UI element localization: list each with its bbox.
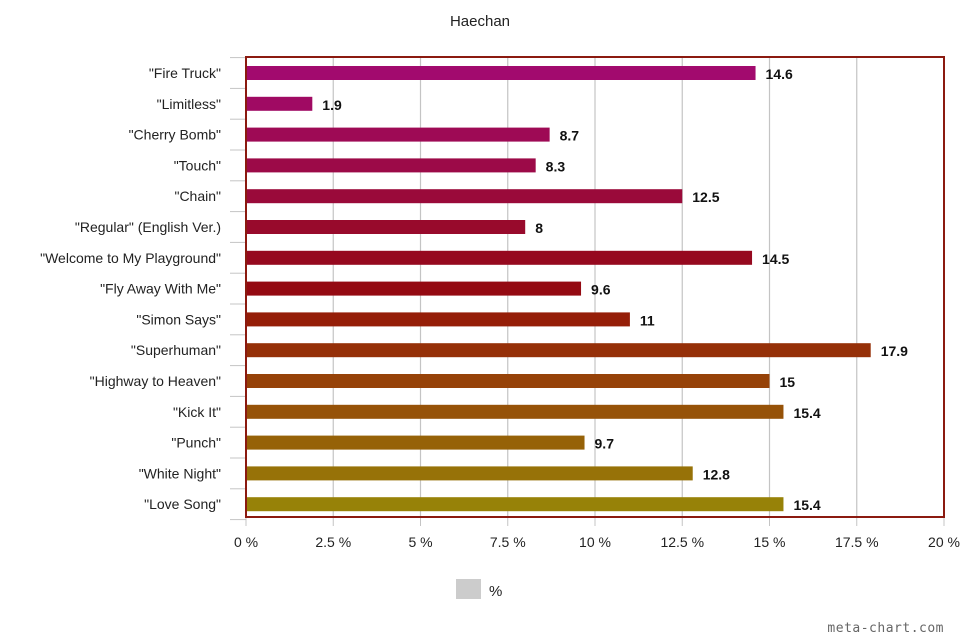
bar [246,250,753,265]
category-label: "Punch" [171,435,221,451]
bar [246,66,756,80]
legend-label: % [489,583,502,600]
category-label: "Fire Truck" [149,65,221,81]
category-label: "Love Song" [144,496,221,512]
legend-swatch [456,579,481,599]
category-labels: "Fire Truck" "Limitless" "Cherry Bomb" "Tou… [40,65,221,512]
bar [246,281,582,296]
value-label: 15.4 [793,405,820,421]
value-label: 14.6 [766,66,793,82]
watermark: meta-chart.com [827,621,944,636]
x-tick-label: 17.5 % [835,534,879,550]
value-label: 12.8 [703,466,730,482]
category-label: "Limitless" [157,96,221,112]
value-label: 11 [640,312,655,328]
value-label: 12.5 [692,189,719,205]
value-label: 8 [535,220,543,236]
x-axis-tick-labels: 0 % 2.5 % 5 % 7.5 % 10 % 12.5 % 15 % 17.5 % 20 % [234,534,960,550]
x-tick-label: 10 % [579,534,611,550]
x-tick-label: 7.5 % [490,534,526,550]
value-label: 15.4 [793,497,820,513]
value-label: 8.7 [560,128,580,144]
category-label: "Chain" [174,188,221,204]
x-tick-label: 5 % [408,534,432,550]
bar [246,343,871,358]
value-label: 9.6 [591,282,611,298]
value-label: 9.7 [595,436,615,452]
bar [246,96,313,111]
category-label: "Fly Away With Me" [100,281,221,297]
bar [246,220,526,234]
bar [246,158,536,173]
bars [246,66,871,512]
bar [246,312,630,327]
bar [246,435,585,450]
plot-frame [245,56,945,518]
value-labels: 14.6 1.9 8.7 8.3 12.5 8 14.5 9.6 11 17.9 15 15.4 9.7… [322,66,908,513]
category-label: "Highway to Heaven" [90,373,221,389]
x-tick-label: 15 % [754,534,786,550]
category-label: "Regular" (English Ver.) [75,219,221,235]
x-tick-label: 2.5 % [315,534,351,550]
category-label: "Superhuman" [131,342,221,358]
value-label: 17.9 [881,343,908,359]
category-label: "Kick It" [173,404,221,420]
bar [246,374,770,388]
x-tick-label: 12.5 % [660,534,704,550]
chart-title: Haechan [450,13,510,30]
value-label: 14.5 [762,251,789,267]
category-label: "Cherry Bomb" [129,127,221,143]
bar [246,466,693,481]
bar [246,497,784,512]
value-label: 1.9 [322,97,342,113]
category-label: "Welcome to My Playground" [40,250,221,266]
bar [246,404,784,419]
category-label: "White Night" [139,465,221,481]
x-tick-label: 20 % [928,534,960,550]
x-tick-label: 0 % [234,534,258,550]
bar [246,189,683,204]
category-label: "Touch" [174,157,221,173]
value-label: 8.3 [546,158,566,174]
legend: % [456,579,502,600]
category-label: "Simon Says" [136,311,221,327]
value-label: 15 [780,374,796,390]
bar [246,127,550,142]
